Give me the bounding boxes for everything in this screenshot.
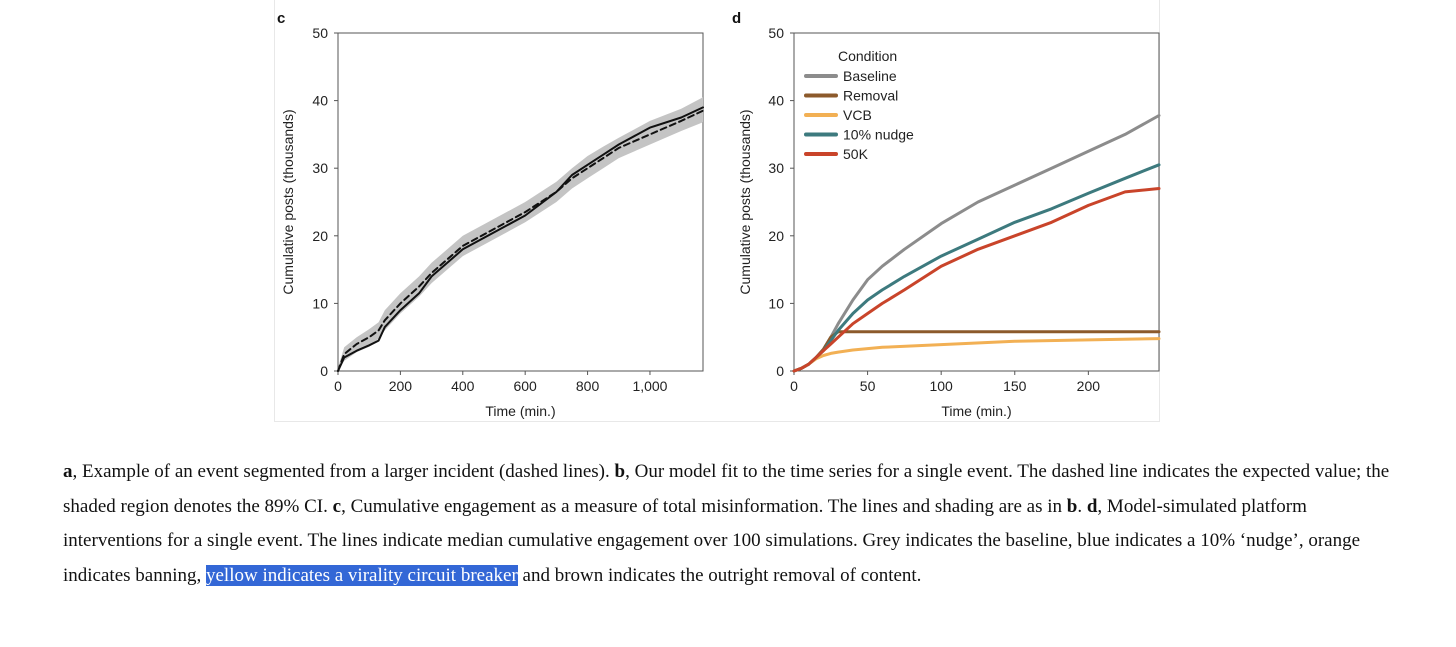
- panel-c-ytick-label: 50: [312, 25, 328, 41]
- caption-text-b: , Our model fit to the time series for a…: [63, 461, 1390, 517]
- panel-c-ytick-label: 0: [320, 363, 328, 379]
- panel-d-legend-label-10-nudge: 10% nudge: [843, 127, 914, 143]
- panel-d-legend-title: Condition: [838, 48, 897, 64]
- panel-d-ytick-label: 30: [768, 160, 784, 176]
- panel-c-ytick-label: 40: [312, 93, 328, 109]
- panel-c-yaxis-title: Cumulative posts (thousands): [280, 109, 296, 294]
- caption-text-a: , Example of an event segmented from a l…: [72, 461, 615, 482]
- panel-c-xtick-label: 200: [389, 378, 413, 394]
- panel-d-xtick-label: 0: [790, 378, 798, 394]
- panel-d-legend-label-baseline: Baseline: [843, 68, 897, 84]
- caption-label-a: a: [63, 461, 73, 482]
- panel-d-xtick-label: 150: [1003, 378, 1027, 394]
- caption-text-d: , Model-simulated platform interventions…: [63, 495, 1361, 586]
- panel-d-xaxis-title: Time (min.): [941, 403, 1011, 419]
- panel-d-legend-label-50k: 50K: [843, 146, 869, 162]
- panel-c-ytick-label: 10: [312, 295, 328, 311]
- panel-d-legend-label-vcb: VCB: [843, 107, 872, 123]
- panel-d-xtick-label: 100: [929, 378, 953, 394]
- panel-d-ytick-label: 50: [768, 25, 784, 41]
- panel-c-ytick-label: 20: [312, 228, 328, 244]
- panel-d-ytick-label: 10: [768, 295, 784, 311]
- panel-d-yaxis-title: Cumulative posts (thousands): [737, 109, 753, 294]
- caption-label-d: d: [1086, 495, 1098, 517]
- panel-d-xtick-label: 200: [1077, 378, 1101, 394]
- figure-caption[interactable]: a, Example of an event segmented from a …: [63, 455, 1393, 593]
- panel-d-ytick-label: 40: [768, 93, 784, 109]
- panel-d-frame: [793, 32, 1160, 372]
- panel-d-series-50k-line: [792, 187, 1161, 373]
- panel-d-letter: d: [732, 10, 741, 27]
- panel-c-xtick-label: 600: [513, 378, 537, 394]
- selected-text-highlight[interactable]: yellow indicates a virality circuit brea…: [206, 564, 518, 586]
- caption-text-c-end: .: [1077, 495, 1087, 517]
- panel-c-letter: c: [277, 10, 285, 27]
- panel-c-series-solid-line: [337, 106, 704, 372]
- panel-d-xtick-label: 50: [860, 378, 876, 394]
- panel-c-xtick-label: 800: [576, 378, 600, 394]
- caption-ref-b: b: [1066, 495, 1078, 517]
- panel-c-frame: [337, 32, 704, 372]
- caption-label-b: b: [614, 461, 626, 482]
- panel-c-xaxis-title: Time (min.): [485, 403, 555, 419]
- panel-d-ytick-label: 0: [776, 363, 784, 379]
- panel-d-legend-label-removal: Removal: [843, 88, 898, 104]
- caption-label-c: c: [332, 495, 342, 517]
- panel-c-ci-band: [338, 97, 703, 371]
- panel-c-series-dashed-line: [337, 109, 704, 372]
- panel-c-ytick-label: 30: [312, 160, 328, 176]
- caption-text-d-end: and brown indicates the outright removal…: [517, 564, 922, 586]
- panel-c-xtick-label: 0: [334, 378, 342, 394]
- figure: c 0 10 20 30 40 50 0 200 400 600 800 1,000 Time (min.…: [274, 0, 1161, 422]
- panel-c-xtick-label: 1,000: [632, 378, 667, 394]
- panel-c-xtick-label: 400: [451, 378, 475, 394]
- panel-d-ytick-label: 20: [768, 228, 784, 244]
- panel-d-series-vcb-line: [792, 337, 1161, 373]
- caption-text-c: , Cumulative engagement as a measure of …: [341, 495, 1067, 517]
